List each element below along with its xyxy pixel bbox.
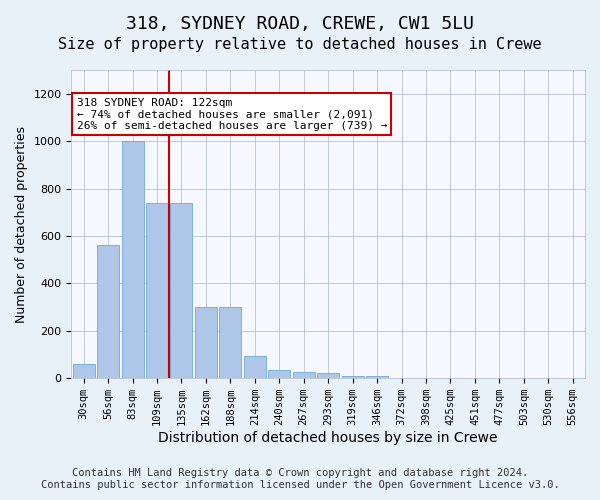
Bar [122,141,143,378]
Bar [366,376,388,378]
X-axis label: Distribution of detached houses by size in Crewe: Distribution of detached houses by size … [158,431,498,445]
Text: 318, SYDNEY ROAD, CREWE, CW1 5LU: 318, SYDNEY ROAD, CREWE, CW1 5LU [126,15,474,33]
Bar [317,374,339,378]
Bar [220,307,241,378]
Bar [244,356,266,378]
Text: 318 SYDNEY ROAD: 122sqm
← 74% of detached houses are smaller (2,091)
26% of semi: 318 SYDNEY ROAD: 122sqm ← 74% of detache… [77,98,387,131]
Bar [293,372,315,378]
Bar [195,307,217,378]
Bar [73,364,95,378]
Text: Size of property relative to detached houses in Crewe: Size of property relative to detached ho… [58,38,542,52]
Bar [97,246,119,378]
Bar [170,203,193,378]
Text: Contains HM Land Registry data © Crown copyright and database right 2024.
Contai: Contains HM Land Registry data © Crown c… [41,468,559,490]
Bar [341,376,364,378]
Y-axis label: Number of detached properties: Number of detached properties [15,126,28,322]
Bar [268,370,290,378]
Bar [146,203,168,378]
